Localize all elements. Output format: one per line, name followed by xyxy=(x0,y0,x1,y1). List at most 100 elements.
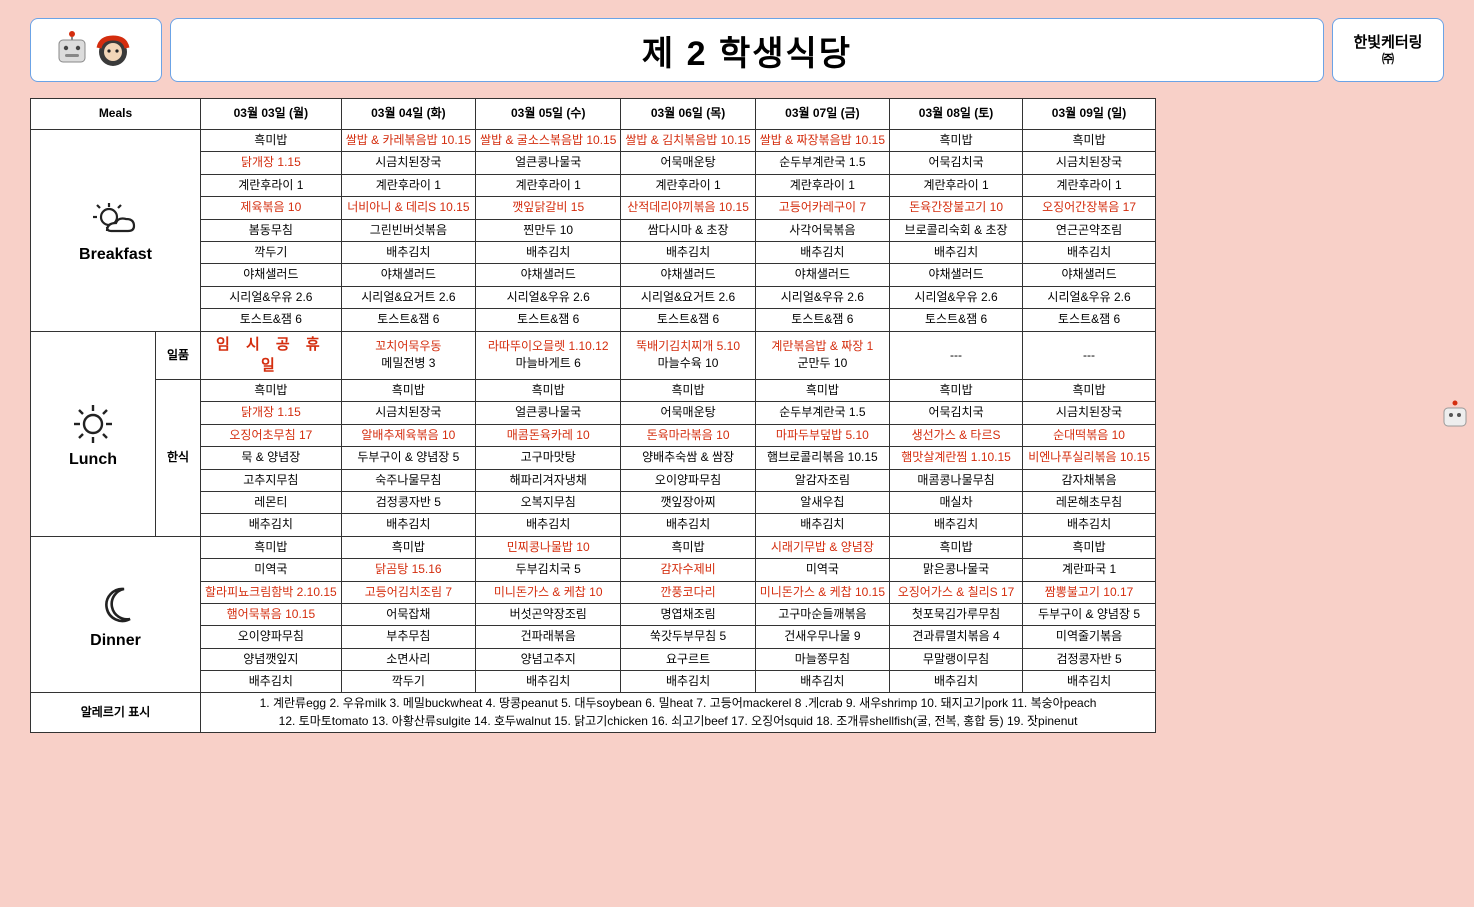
date-header-4: 03월 07일 (금) xyxy=(755,99,889,130)
menu-item: 순대떡볶음 10 xyxy=(1027,427,1151,444)
menu-item: 시리얼&요거트 2.6 xyxy=(346,289,471,306)
menu-item: 흑미밥 xyxy=(1027,382,1151,399)
menu-item: 흑미밥 xyxy=(894,539,1018,556)
menu-item: 시리얼&우유 2.6 xyxy=(480,289,616,306)
menu-item: 배추김치 xyxy=(625,673,750,690)
menu-item: 묵 & 양념장 xyxy=(205,449,337,466)
menu-item: 시금치된장국 xyxy=(1027,404,1151,421)
menu-item: 쌀밥 & 김치볶음밥 10.15 xyxy=(625,132,750,149)
menu-item: 계란후라이 1 xyxy=(205,177,337,194)
menu-item: 야채샐러드 xyxy=(205,266,337,283)
menu-item: 햄어묵볶음 10.15 xyxy=(205,606,337,623)
menu-item: 너비아니 & 데리S 10.15 xyxy=(346,199,471,216)
menu-item: 시리얼&우유 2.6 xyxy=(1027,289,1151,306)
menu-item: 야채샐러드 xyxy=(760,266,885,283)
menu-item: 무말랭이무침 xyxy=(894,651,1018,668)
menu-item: 해파리겨자냉채 xyxy=(480,472,616,489)
menu-item: 흑미밥 xyxy=(346,382,471,399)
menu-item: 배추김치 xyxy=(480,673,616,690)
menu-item: 계란후라이 1 xyxy=(346,177,471,194)
menu-item: 마늘쫑무침 xyxy=(760,651,885,668)
menu-item: 민찌콩나물밥 10 xyxy=(480,539,616,556)
menu-item: 미니돈가스 & 케찹 10 xyxy=(480,584,616,601)
menu-item: 토스트&잼 6 xyxy=(625,311,750,328)
menu-item: 건새우무나물 9 xyxy=(760,628,885,645)
menu-item: 흑미밥 xyxy=(760,382,885,399)
menu-item: 꼬치어묵우동 xyxy=(346,338,471,355)
menu-item: 매콤돈육카레 10 xyxy=(480,427,616,444)
menu-item: 배추김치 xyxy=(205,673,337,690)
menu-item: 건파래볶음 xyxy=(480,628,616,645)
allergy-text: 1. 계란류egg 2. 우유milk 3. 메밀buckwheat 4. 땅콩… xyxy=(201,693,1156,733)
menu-item: 고등어카레구이 7 xyxy=(760,199,885,216)
sun-icon xyxy=(69,402,117,446)
menu-item: 배추김치 xyxy=(480,516,616,533)
menu-item: 매실차 xyxy=(894,494,1018,511)
menu-item: 미니돈가스 & 케찹 10.15 xyxy=(760,584,885,601)
menu-item: 계란볶음밥 & 짜장 1 xyxy=(760,338,885,355)
menu-item: 마파두부덮밥 5.10 xyxy=(760,427,885,444)
menu-item: 고추지무침 xyxy=(205,472,337,489)
menu-item: 흑미밥 xyxy=(205,539,337,556)
menu-item: 산적데리야끼볶음 10.15 xyxy=(625,199,750,216)
menu-item: 닭개장 1.15 xyxy=(205,404,337,421)
menu-item: 쌈다시마 & 초장 xyxy=(625,222,750,239)
menu-item: 배추김치 xyxy=(346,244,471,261)
menu-item: 배추김치 xyxy=(760,244,885,261)
menu-item: 깐풍코다리 xyxy=(625,584,750,601)
menu-item: 흑미밥 xyxy=(894,382,1018,399)
menu-item: 시리얼&요거트 2.6 xyxy=(625,289,750,306)
menu-table: Meals03월 03일 (월)03월 04일 (화)03월 05일 (수)03… xyxy=(30,98,1156,733)
menu-item: 배추김치 xyxy=(894,244,1018,261)
menu-item: 계란파국 1 xyxy=(1027,561,1151,578)
dinner-label: Dinner xyxy=(31,536,201,693)
menu-item: 오징어가스 & 칠리S 17 xyxy=(894,584,1018,601)
menu-item: 알배추제육볶음 10 xyxy=(346,427,471,444)
header: 제 2 학생식당 한빛케터링 ㈜ xyxy=(30,18,1444,82)
logo-box xyxy=(30,18,162,82)
menu-item: 숙주나물무침 xyxy=(346,472,471,489)
menu-item: 뚝배기김치찌개 5.10 xyxy=(625,338,750,355)
menu-item: 야채샐러드 xyxy=(480,266,616,283)
menu-item: 흑미밥 xyxy=(205,132,337,149)
menu-item: 메밀전병 3 xyxy=(346,355,471,372)
menu-item: 첫포묵김가루무침 xyxy=(894,606,1018,623)
menu-item: --- xyxy=(894,347,1018,364)
menu-item: 야채샐러드 xyxy=(894,266,1018,283)
breakfast-label: Breakfast xyxy=(31,130,201,332)
menu-item: 쌀밥 & 굴소스볶음밥 10.15 xyxy=(480,132,616,149)
menu-item: 야채샐러드 xyxy=(1027,266,1151,283)
menu-item: 브로콜리숙회 & 초장 xyxy=(894,222,1018,239)
menu-item: 배추김치 xyxy=(625,516,750,533)
menu-item: 배추김치 xyxy=(760,516,885,533)
menu-item: 계란후라이 1 xyxy=(894,177,1018,194)
brand-box: 한빛케터링 ㈜ xyxy=(1332,18,1444,82)
menu-item: 배추김치 xyxy=(1027,673,1151,690)
menu-item: 비엔나푸실리볶음 10.15 xyxy=(1027,449,1151,466)
lunch-sub-ilpum: 일품 xyxy=(156,331,201,380)
menu-item: 흑미밥 xyxy=(894,132,1018,149)
menu-item: 토스트&잼 6 xyxy=(894,311,1018,328)
menu-item: 오징어간장볶음 17 xyxy=(1027,199,1151,216)
menu-item: 그린빈버섯볶음 xyxy=(346,222,471,239)
menu-item: 찐만두 10 xyxy=(480,222,616,239)
menu-item: 토스트&잼 6 xyxy=(346,311,471,328)
menu-item: 배추김치 xyxy=(205,516,337,533)
menu-item: 시금치된장국 xyxy=(346,404,471,421)
menu-item: --- xyxy=(1027,347,1151,364)
menu-item: 감자채볶음 xyxy=(1027,472,1151,489)
menu-item: 소면사리 xyxy=(346,651,471,668)
menu-item: 토스트&잼 6 xyxy=(480,311,616,328)
menu-item: 흑미밥 xyxy=(205,382,337,399)
menu-item: 흑미밥 xyxy=(346,539,471,556)
menu-item: 깍두기 xyxy=(205,244,337,261)
menu-item: 두부김치국 5 xyxy=(480,561,616,578)
menu-item: 깻잎닭갈비 15 xyxy=(480,199,616,216)
menu-item: 연근곤약조림 xyxy=(1027,222,1151,239)
allergy-label: 알레르기 표시 xyxy=(31,693,201,733)
menu-item: 미역국 xyxy=(205,561,337,578)
date-header-1: 03월 04일 (화) xyxy=(341,99,475,130)
menu-item: 흑미밥 xyxy=(1027,132,1151,149)
menu-item: 봄동무침 xyxy=(205,222,337,239)
menu-item: 양념깻잎지 xyxy=(205,651,337,668)
